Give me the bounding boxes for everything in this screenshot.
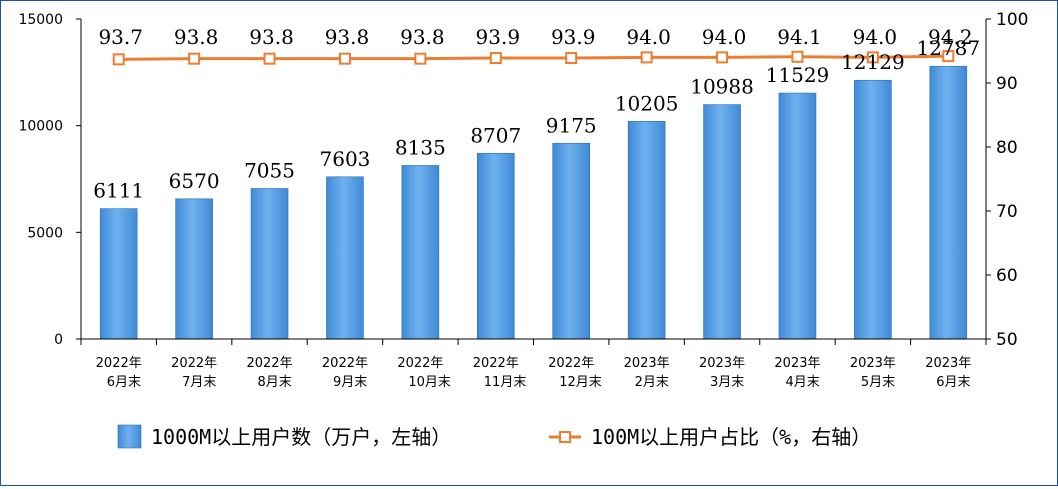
category-label: 12月末 xyxy=(559,375,602,390)
line-series xyxy=(112,50,955,66)
axes: 0 5000 10000 15000 50 60 70 80 90 100 2022年 6月末 2022… xyxy=(18,10,1028,390)
left-tick-label: 5000 xyxy=(27,225,63,241)
category-label: 10月末 xyxy=(408,375,451,390)
bar xyxy=(401,165,440,340)
legend-line-label: 100M以上用户占比（%，右轴） xyxy=(591,425,871,449)
line-point xyxy=(338,52,351,65)
bar-series xyxy=(99,65,968,340)
bar-data-label: 6111 xyxy=(93,179,144,203)
category-label: 2022年 xyxy=(397,356,443,371)
category-label: 2022年 xyxy=(246,356,292,371)
category-label: 2月末 xyxy=(635,375,669,390)
category-label: 2022年 xyxy=(171,356,217,371)
bar-data-label: 8707 xyxy=(470,123,521,147)
category-label: 2023年 xyxy=(699,356,745,371)
category-label: 5月末 xyxy=(861,375,895,390)
category-label: 7月末 xyxy=(182,375,216,390)
bar-data-label: 8135 xyxy=(395,135,446,159)
data-labels: 6111 6570 7055 7603 8135 8707 9175 10205 10988 11… xyxy=(93,25,980,203)
category-label: 9月末 xyxy=(333,375,367,390)
category-label: 2023年 xyxy=(774,356,820,371)
bar-data-label: 10988 xyxy=(690,75,754,99)
right-tick-label: 60 xyxy=(996,266,1018,286)
right-tick-label: 70 xyxy=(996,202,1018,222)
category-label: 4月末 xyxy=(785,375,819,390)
line-point xyxy=(188,52,201,65)
line-point xyxy=(263,52,276,65)
bar-data-label: 12787 xyxy=(916,36,980,60)
line-point xyxy=(640,51,653,64)
bar xyxy=(778,92,817,340)
bar xyxy=(175,198,213,340)
line-data-label: 93.9 xyxy=(551,25,596,49)
line-point xyxy=(791,50,804,63)
bar-data-label: 7055 xyxy=(244,158,295,182)
category-label: 6月末 xyxy=(936,375,970,390)
bar xyxy=(552,142,591,340)
bar xyxy=(929,65,968,340)
category-label: 11月末 xyxy=(484,375,527,390)
line-data-label: 94.2 xyxy=(928,25,973,49)
bar-data-label: 10205 xyxy=(615,91,679,115)
bar xyxy=(326,176,364,340)
category-label: 2023年 xyxy=(624,356,670,371)
bar-data-label: 9175 xyxy=(546,113,597,137)
bar-data-label: 7603 xyxy=(320,147,371,171)
category-label: 2022年 xyxy=(548,356,594,371)
bar-data-label: 12129 xyxy=(841,50,905,74)
legend-bar-label: 1000M以上用户数（万户，左轴） xyxy=(151,425,451,449)
right-tick-label: 90 xyxy=(996,74,1018,94)
right-tick-label: 50 xyxy=(996,330,1018,350)
line-data-label: 93.8 xyxy=(325,25,370,49)
line-data-label: 93.7 xyxy=(98,25,143,49)
category-label: 2023年 xyxy=(850,356,896,371)
category-label: 2022年 xyxy=(96,356,142,371)
line-point xyxy=(112,53,125,66)
bar-data-label: 6570 xyxy=(169,169,220,193)
category-label: 2022年 xyxy=(322,356,368,371)
bar xyxy=(250,188,289,340)
line-data-label: 94.0 xyxy=(626,25,671,49)
line-point xyxy=(489,52,502,65)
legend: 1000M以上用户数（万户，左轴） 100M以上用户占比（%，右轴） xyxy=(117,424,871,449)
bar xyxy=(476,152,515,340)
line-path xyxy=(118,54,949,61)
bar-data-label: 11529 xyxy=(766,63,830,87)
right-tick-label: 100 xyxy=(996,10,1028,30)
left-tick-label: 10000 xyxy=(18,119,63,135)
left-tick-label: 15000 xyxy=(18,12,63,28)
bar xyxy=(854,79,892,340)
line-point xyxy=(866,51,879,64)
category-label: 2022年 xyxy=(473,356,519,371)
legend-line-marker xyxy=(559,431,571,443)
right-tick-label: 80 xyxy=(996,138,1018,158)
line-point xyxy=(414,52,427,65)
legend-bar-swatch xyxy=(117,424,142,449)
line-data-label: 93.8 xyxy=(400,25,445,49)
category-label: 3月末 xyxy=(710,375,744,390)
bar xyxy=(627,120,666,340)
line-point xyxy=(565,52,578,65)
line-data-label: 93.8 xyxy=(174,25,219,49)
bar xyxy=(99,208,138,340)
left-tick-label: 0 xyxy=(54,332,63,348)
line-data-label: 94.0 xyxy=(853,25,898,49)
line-data-label: 93.9 xyxy=(476,25,521,49)
line-data-label: 94.1 xyxy=(777,25,822,49)
line-point xyxy=(942,50,955,63)
category-label: 6月末 xyxy=(107,375,141,390)
bar xyxy=(703,104,741,340)
category-label: 8月末 xyxy=(258,375,292,390)
category-label: 2023年 xyxy=(925,356,971,371)
line-data-label: 93.8 xyxy=(249,25,294,49)
line-data-label: 94.0 xyxy=(702,25,747,49)
line-point xyxy=(716,51,729,64)
